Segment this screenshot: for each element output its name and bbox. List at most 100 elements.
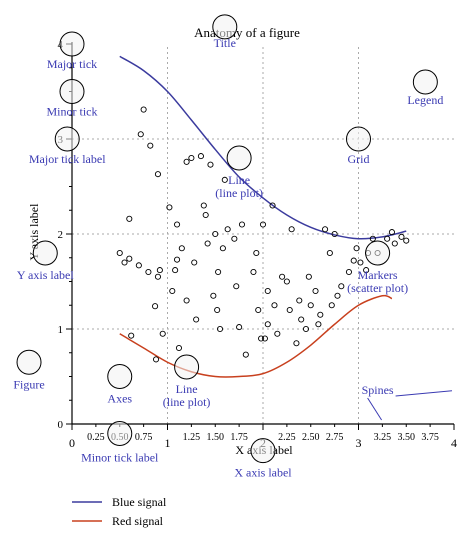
scatter-point <box>250 268 257 276</box>
scatter-point <box>403 237 410 244</box>
scatter-point <box>152 356 160 363</box>
scatter-point <box>154 171 161 178</box>
annotation-marker-circle <box>16 349 42 375</box>
scatter-point <box>353 245 360 252</box>
scatter-point <box>216 325 224 333</box>
legend: Blue signal Red signal <box>72 495 167 528</box>
scatter-point <box>200 202 207 209</box>
scatter-point <box>264 321 271 328</box>
scatter-point <box>357 259 364 266</box>
annotation-label: Y axis label <box>17 268 75 282</box>
annotation-marker-circle <box>107 364 133 389</box>
scatter-point <box>271 302 278 309</box>
scatter-point <box>175 344 183 352</box>
scatter-point <box>128 332 135 339</box>
scatter-point <box>140 106 147 113</box>
annotation-label: Axes <box>107 392 132 406</box>
scatter-point <box>236 324 243 331</box>
scatter-point <box>202 211 209 219</box>
annotation-label: Figure <box>13 377 44 391</box>
scatter-point <box>296 297 303 304</box>
x-minor-tick-label: 2.75 <box>326 432 344 443</box>
annotation-marker-circle <box>174 354 200 380</box>
x-minor-tick-label: 3.50 <box>398 432 416 443</box>
scatter-point <box>261 335 268 342</box>
annotations: Title Legend Major tick Minor tick Major tic… <box>13 14 453 480</box>
scatter-point <box>391 240 398 247</box>
scatter-point <box>363 267 370 274</box>
annotation-label: Title <box>214 36 236 50</box>
scatter-point <box>288 226 295 233</box>
scatter-point <box>193 316 200 323</box>
legend-blue-label: Blue signal <box>112 495 167 509</box>
x-minor-tick-label: 3.25 <box>374 432 392 443</box>
scatter-point <box>326 249 333 257</box>
scatter-point <box>384 235 391 242</box>
scatter-point <box>331 230 338 238</box>
scatter-point <box>204 240 211 247</box>
annotation-label: X axis label <box>234 466 292 480</box>
scatter-point <box>305 273 312 280</box>
annotation-label: Markers (scatter plot) <box>347 268 408 295</box>
scatter-point <box>116 249 123 257</box>
x-minor-tick-label: 0.75 <box>135 432 153 443</box>
x-major-tick-label: 4 <box>451 436 457 450</box>
scatter-point <box>242 351 249 358</box>
scatter-point <box>253 249 260 257</box>
scatter-point <box>214 306 221 314</box>
scatter-point <box>210 292 217 299</box>
x-minor-tick-label: 2.50 <box>302 432 320 443</box>
chart-title: Anatomy of a figure <box>194 25 300 40</box>
annotation-marker-circle <box>59 79 85 104</box>
x-major-tick-label: 1 <box>165 436 171 450</box>
scatter-point <box>178 245 185 252</box>
grid <box>72 44 454 424</box>
annotation-marker-circle <box>212 14 238 40</box>
annotation-marker-circle <box>59 31 85 57</box>
scatter-point <box>188 154 195 162</box>
scatter-point <box>145 268 152 276</box>
scatter-point <box>197 153 204 160</box>
scatter-point <box>315 321 322 328</box>
red-signal-line <box>119 294 393 378</box>
x-minor-tick-label: 1.50 <box>207 432 225 443</box>
scatter-point <box>238 221 246 228</box>
scatter-point <box>121 259 128 266</box>
scatter-point <box>183 297 190 304</box>
scatter-point <box>231 235 238 242</box>
annotation-marker-circle <box>412 69 438 95</box>
scatter-point <box>255 306 262 314</box>
scatter-point <box>215 268 222 276</box>
annotation-marker-circle <box>346 126 371 152</box>
scatter-point <box>307 302 314 309</box>
x-major-tick-label: 3 <box>356 436 362 450</box>
scatter-point <box>126 255 133 262</box>
scatter-point <box>269 202 276 209</box>
scatter-point <box>322 226 329 233</box>
scatter-point <box>135 262 142 269</box>
scatter-point <box>334 292 341 299</box>
scatter-point <box>283 278 290 285</box>
scatter-point <box>173 256 181 263</box>
scatter-point <box>169 287 176 295</box>
annotation-label: Spines <box>362 383 394 397</box>
spines-arrow <box>395 390 453 397</box>
scatter-point <box>398 233 405 240</box>
scatter-point <box>156 267 163 274</box>
scatter-point <box>233 283 240 290</box>
scatter-point <box>166 204 173 211</box>
spines-arrow <box>367 397 383 421</box>
annotation-label: Minor tick label <box>81 451 159 465</box>
scatter-point <box>369 235 376 242</box>
scatter-point <box>224 226 231 233</box>
y-major-tick-label: 1 <box>58 324 64 336</box>
scatter-point <box>293 340 300 347</box>
x-minor-tick-label: 1.25 <box>183 432 201 443</box>
annotation-label: Line (line plot) <box>215 173 263 200</box>
x-minor-tick-label: 0.25 <box>87 432 105 443</box>
scatter-point <box>126 215 133 222</box>
blue-signal-line <box>119 55 407 240</box>
scatter-point <box>388 229 395 236</box>
scatter-point <box>345 268 353 276</box>
x-minor-tick-label: 1.75 <box>230 432 248 443</box>
